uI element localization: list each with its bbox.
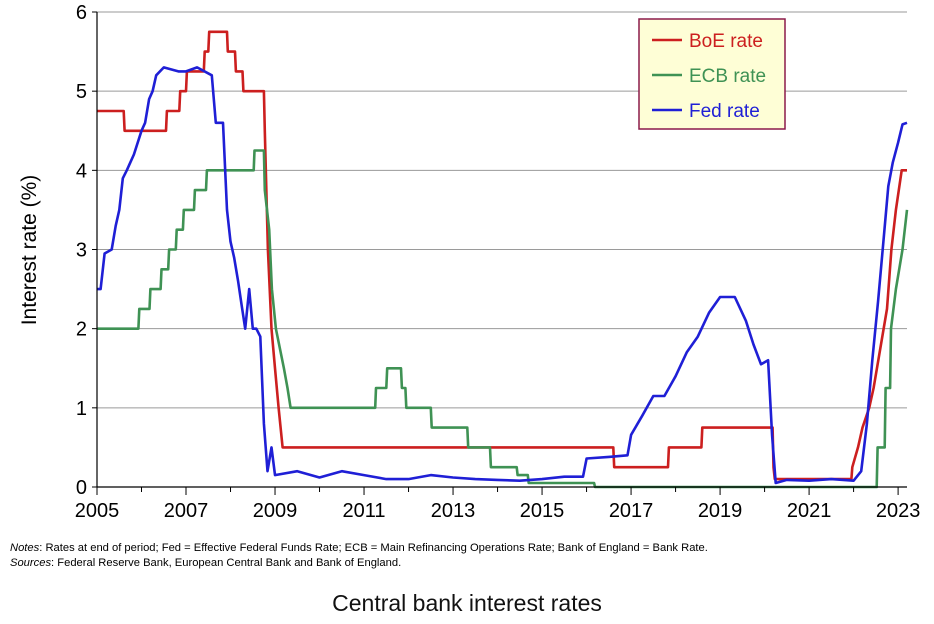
y-tick-label-2: 2	[76, 319, 87, 341]
x-tick-label-2009: 2009	[253, 500, 298, 522]
legend-label-ecb-rate: ECB rate	[689, 66, 766, 87]
notes-label: Notes	[10, 542, 40, 554]
x-tick-label-2019: 2019	[698, 500, 743, 522]
y-tick-label-0: 0	[76, 477, 87, 499]
x-tick-label-2021: 2021	[787, 500, 832, 522]
y-tick-label-3: 3	[76, 240, 87, 262]
legend-label-fed-rate: Fed rate	[689, 101, 760, 122]
notes-line: Notes: Rates at end of period; Fed = Eff…	[10, 541, 925, 556]
x-tick-label-2017: 2017	[609, 500, 654, 522]
y-tick-label-6: 6	[76, 2, 87, 24]
series-line-ecb-rate	[97, 149, 909, 489]
legend: BoE rate ECB rate Fed rate	[638, 18, 786, 130]
sources-text: : Federal Reserve Bank, European Central…	[51, 557, 402, 569]
series-line-boe-rate	[97, 30, 907, 481]
axes: 0 1 2 3 4 5 6 2005 2007 2009 2011 2013 2015 2017 2019 2…	[75, 2, 921, 522]
x-tick-label-2023: 2023	[876, 500, 921, 522]
x-tick-label-2015: 2015	[520, 500, 565, 522]
x-tick-label-2011: 2011	[343, 500, 386, 522]
series-lines	[97, 30, 909, 489]
chart-caption: Central bank interest rates	[332, 590, 602, 616]
footnotes: Notes: Rates at end of period; Fed = Eff…	[10, 541, 925, 571]
sources-label: Sources	[10, 557, 52, 569]
y-tick-label-4: 4	[76, 160, 87, 182]
chart: 0 1 2 3 4 5 6 2005 2007 2009 2011 2013 2015 2017 2019 2…	[18, 2, 921, 522]
sources-line: Sources: Federal Reserve Bank, European …	[10, 556, 925, 571]
y-tick-label-1: 1	[76, 398, 87, 420]
x-tick-label-2005: 2005	[75, 500, 120, 522]
legend-label-boe-rate: BoE rate	[689, 31, 763, 52]
x-tick-label-2007: 2007	[164, 500, 209, 522]
y-axis-title: Interest rate (%)	[18, 175, 41, 326]
notes-text: : Rates at end of period; Fed = Effectiv…	[39, 542, 708, 554]
x-tick-label-2013: 2013	[431, 500, 476, 522]
series-line-fed-rate	[97, 66, 908, 485]
y-tick-label-5: 5	[76, 81, 87, 103]
